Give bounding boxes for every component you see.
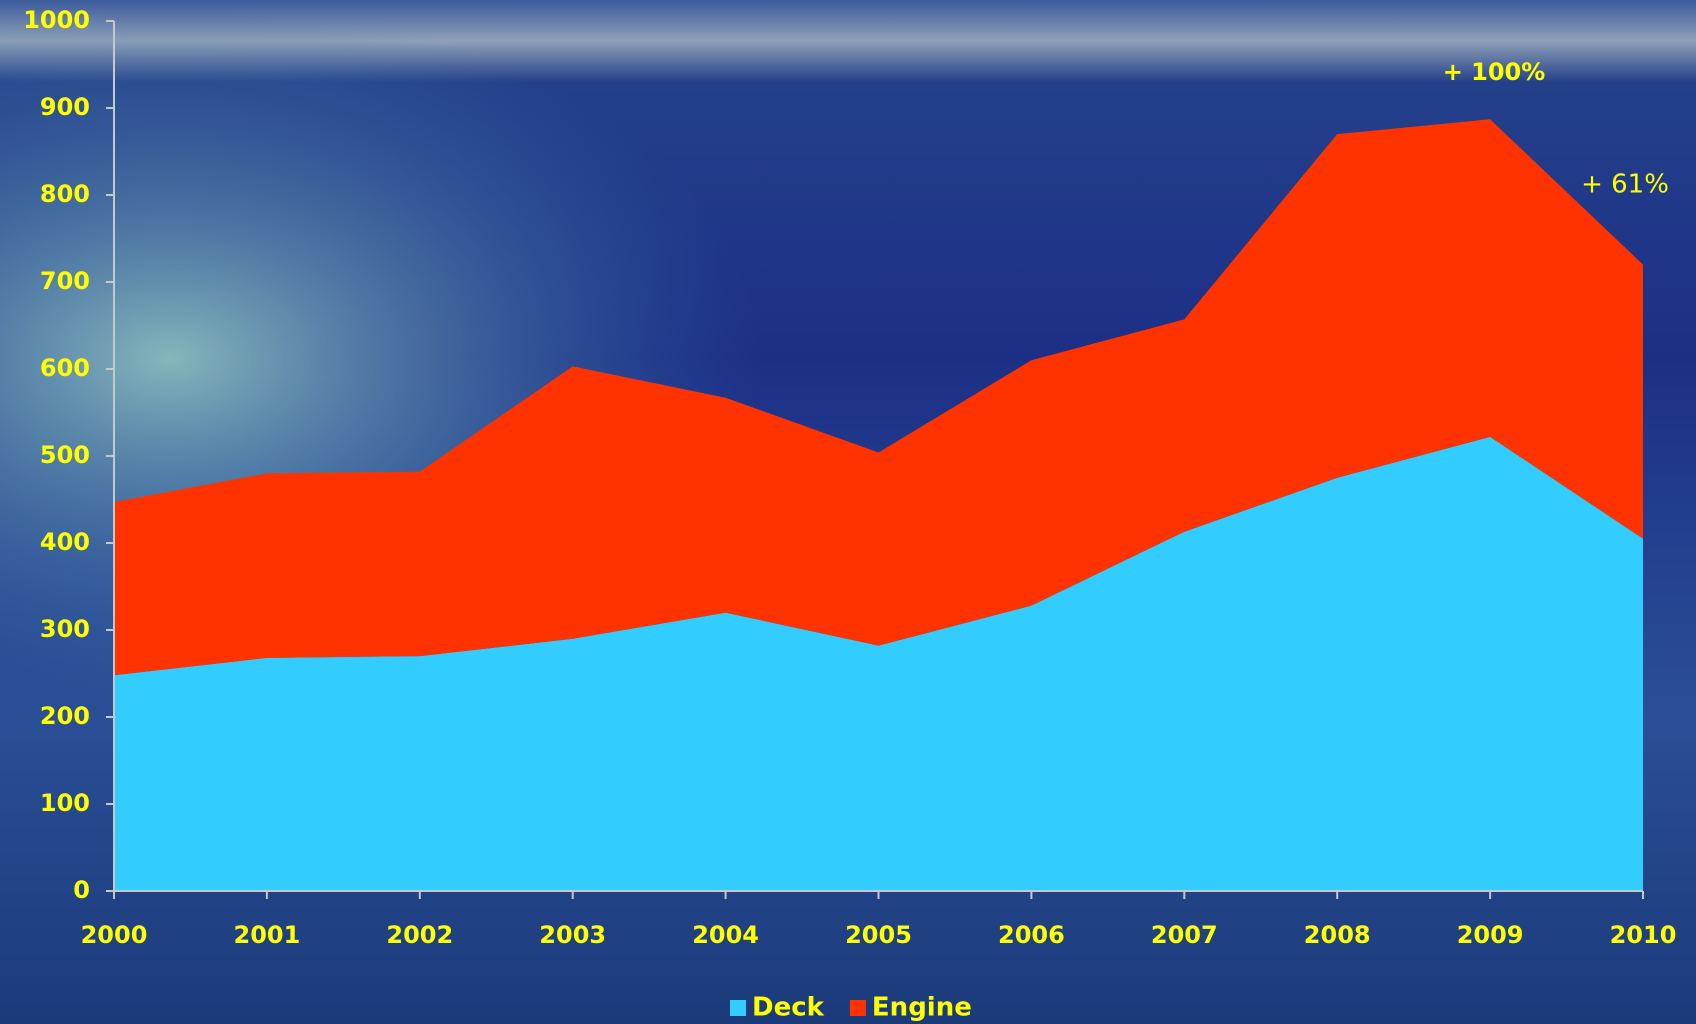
y-tick-label: 100: [40, 789, 90, 817]
y-tick-label: 600: [40, 354, 90, 382]
legend-swatch: [849, 1000, 866, 1016]
y-tick-label: 800: [40, 180, 90, 208]
y-tick-label: 300: [40, 615, 90, 643]
x-tick-label: 2004: [692, 921, 759, 949]
x-tick-label: 2002: [386, 921, 453, 949]
x-tick-label: 2005: [845, 921, 912, 949]
y-tick-label: 700: [40, 267, 90, 295]
y-tick-label: 500: [40, 441, 90, 469]
legend-label: Deck: [752, 993, 825, 1023]
x-tick-label: 2000: [81, 921, 148, 949]
x-tick-label: 2003: [539, 921, 606, 949]
annotation: + 100%: [1443, 58, 1546, 86]
y-tick-label: 0: [73, 876, 90, 904]
x-tick-label: 2009: [1457, 921, 1524, 949]
y-tick-label: 400: [40, 528, 90, 556]
x-tick-label: 2010: [1610, 921, 1677, 949]
y-tick-label: 900: [40, 93, 90, 121]
x-tick-label: 2008: [1304, 921, 1371, 949]
area: [114, 436, 1643, 891]
x-tick-label: 2007: [1151, 921, 1218, 949]
x-tick-label: 2001: [234, 921, 301, 949]
y-tick-label: 200: [40, 702, 90, 730]
x-tick-label: 2006: [998, 921, 1065, 949]
annotation: + 61%: [1581, 170, 1669, 200]
legend-swatch: [730, 1000, 746, 1016]
y-tick-label: 1000: [23, 6, 90, 34]
area: [114, 119, 1643, 676]
legend-label: Engine: [872, 993, 972, 1023]
